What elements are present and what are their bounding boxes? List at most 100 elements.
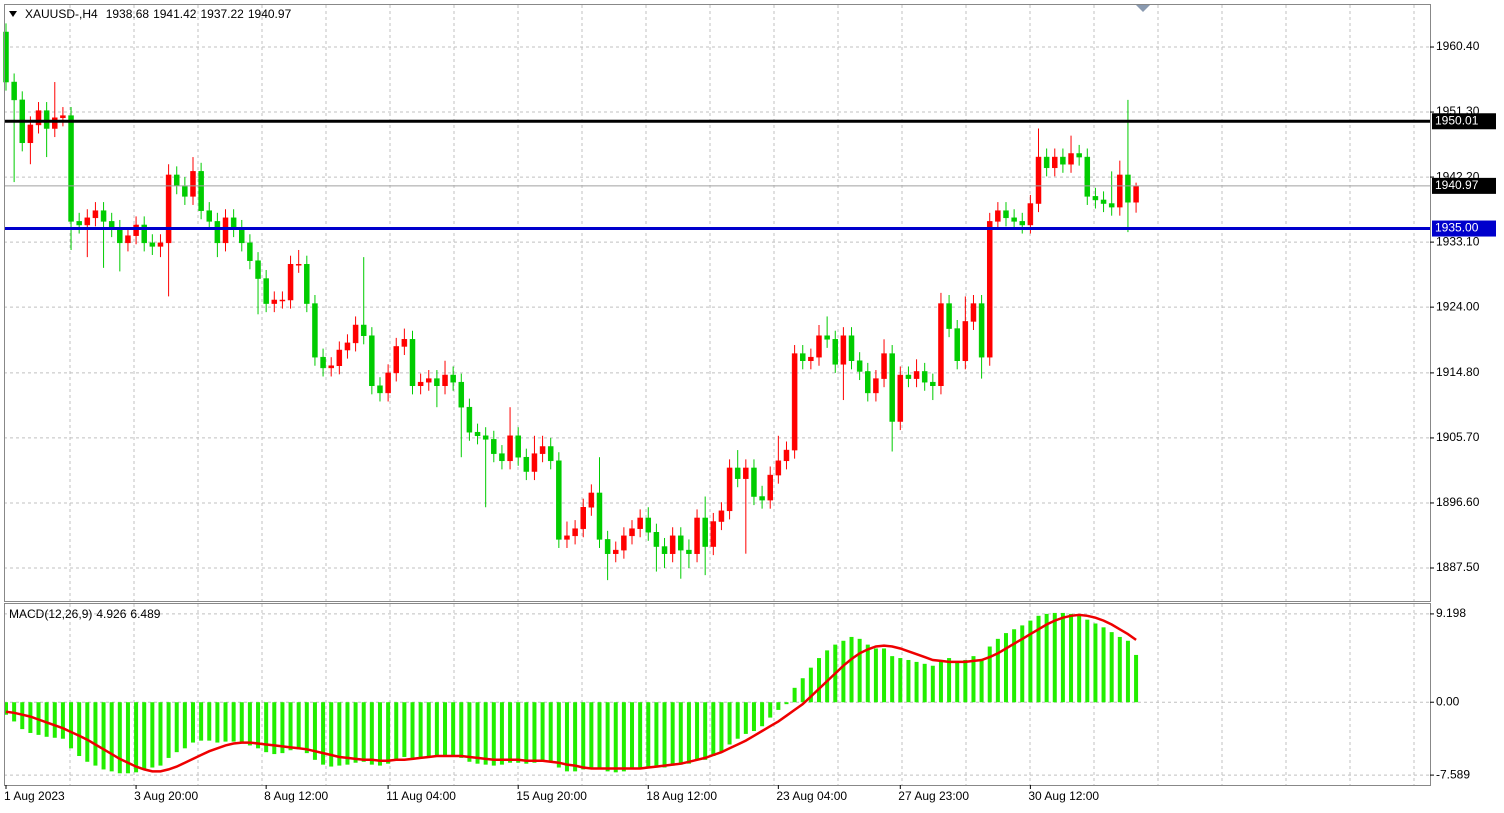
macd-bar xyxy=(849,636,854,703)
candle-body xyxy=(442,374,448,387)
macd-bar xyxy=(134,702,139,773)
macd-bar xyxy=(938,659,943,703)
macd-signal-value: 6.489 xyxy=(130,607,160,621)
candle-body xyxy=(507,435,513,462)
candle-body xyxy=(1125,174,1131,203)
macd-bar xyxy=(109,702,114,772)
macd-bar xyxy=(808,667,813,703)
candle-body xyxy=(426,378,432,383)
candle-body xyxy=(385,372,391,394)
candle-body xyxy=(409,339,416,387)
candle-body xyxy=(68,115,74,222)
candle-body xyxy=(434,378,440,387)
macd-bar xyxy=(1052,612,1057,703)
macd-bar xyxy=(638,702,643,768)
symbol: XAUUSD-,H4 xyxy=(25,7,98,21)
macd-bar xyxy=(760,702,765,727)
macd-bar xyxy=(434,702,439,757)
candle-body xyxy=(336,349,343,366)
candle-body xyxy=(1011,217,1017,222)
macd-bar xyxy=(150,702,155,768)
shift-marker xyxy=(1136,5,1150,12)
candle-body xyxy=(1084,156,1091,197)
macd-bar xyxy=(499,702,504,765)
candle-body xyxy=(1076,153,1082,158)
candle-body xyxy=(295,264,302,266)
candle-body xyxy=(100,210,107,222)
candle-body xyxy=(52,117,58,129)
macd-bar xyxy=(272,702,277,755)
candle-body xyxy=(141,224,147,244)
macd-bar xyxy=(865,644,870,703)
macd-bar xyxy=(1101,627,1106,703)
candle-body xyxy=(889,353,895,422)
candle-body xyxy=(377,385,383,394)
macd-bar xyxy=(1117,636,1122,703)
candle-body xyxy=(1100,199,1107,204)
level-label-box xyxy=(1432,113,1496,130)
current-price-box xyxy=(1432,177,1496,194)
macd-bar xyxy=(451,702,456,757)
candle-body xyxy=(360,324,367,336)
candle-body xyxy=(279,299,286,302)
candle-body xyxy=(588,492,595,508)
grid xyxy=(4,5,1430,785)
macd-bar xyxy=(556,702,561,768)
macd-bar xyxy=(321,702,326,765)
candle-body xyxy=(572,528,578,537)
header-icon xyxy=(9,11,17,17)
macd-bar xyxy=(329,702,334,767)
signal-line xyxy=(5,613,1137,773)
x-tick-label: 23 Aug 04:00 xyxy=(776,789,847,803)
y-tick-label: 1896.60 xyxy=(1436,495,1480,509)
macd-bar xyxy=(52,702,57,738)
candle-body xyxy=(117,228,123,244)
macd-bar xyxy=(711,702,716,757)
x-tick-label: 30 Aug 12:00 xyxy=(1028,789,1099,803)
macd-bar xyxy=(207,702,212,741)
macd-bar xyxy=(605,702,610,772)
current-price-label: 1940.97 xyxy=(1435,178,1479,192)
candle-body xyxy=(515,435,521,458)
candle-body xyxy=(604,539,611,554)
candle-body xyxy=(1092,196,1099,201)
macd-bar xyxy=(377,702,382,766)
macd-bar xyxy=(743,702,748,734)
macd-bar xyxy=(524,702,529,764)
macd-bar xyxy=(1012,629,1017,703)
candle-body xyxy=(759,496,765,501)
candle-body xyxy=(645,517,652,533)
macd-bar xyxy=(199,702,204,741)
candle-body xyxy=(1019,221,1025,226)
candle-body xyxy=(173,174,180,186)
macd-bar xyxy=(101,702,106,770)
header-high: 1941.42 xyxy=(153,7,197,21)
candle-body xyxy=(222,217,229,244)
macd-bar xyxy=(410,702,415,758)
macd-bar xyxy=(85,702,90,762)
y-tick-label: 1887.50 xyxy=(1436,560,1480,574)
candle-body xyxy=(913,371,920,379)
macd-bar xyxy=(353,702,358,763)
macd-bar xyxy=(508,702,513,763)
main-panel-border xyxy=(4,4,1431,602)
candle-body xyxy=(499,453,505,462)
macd-bar xyxy=(174,702,179,753)
macd-bar xyxy=(662,702,667,768)
candle-body xyxy=(84,217,91,226)
candle-body xyxy=(743,467,749,479)
candle-body xyxy=(157,242,164,247)
candle-body xyxy=(352,324,359,344)
macd-bar xyxy=(630,702,635,770)
macd-bar xyxy=(979,659,984,703)
candle-body xyxy=(247,242,253,261)
macd-bar xyxy=(963,659,968,703)
candle-body xyxy=(263,278,269,304)
candle-body xyxy=(832,339,839,365)
candle-body xyxy=(702,517,708,547)
candle-body xyxy=(824,335,830,340)
candle-body xyxy=(149,242,156,247)
macd-bar xyxy=(564,702,569,772)
candle-body xyxy=(344,342,351,351)
